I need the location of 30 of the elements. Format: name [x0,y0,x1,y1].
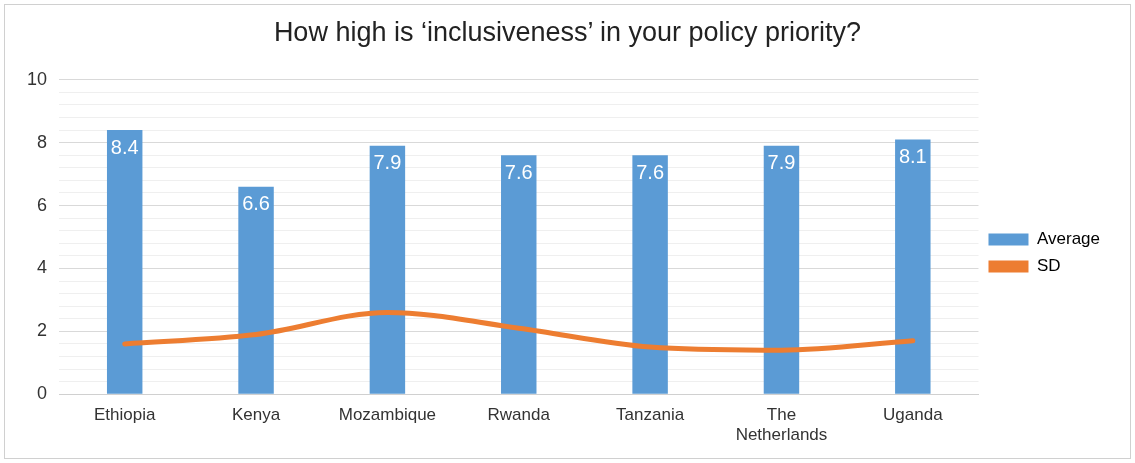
bar [238,186,274,394]
data-label: 7.9 [373,151,402,174]
data-label: 8.1 [898,145,927,168]
legend-label: SD [1036,256,1061,276]
bar [369,145,406,394]
y-tick-label: 4 [37,257,48,278]
bar [763,145,800,394]
y-tick-label: 0 [37,383,48,404]
bar [501,155,537,394]
x-tick-label: Mozambique [338,405,437,425]
y-tick-label: 2 [37,320,48,341]
y-tick-label: 8 [37,131,48,152]
bar [632,155,668,394]
x-tick-label: The Netherlands [735,405,828,445]
data-label: 7.6 [636,160,665,183]
bar [106,130,143,394]
y-tick-label: 10 [26,68,48,89]
x-tick-label: Rwanda [487,405,551,425]
data-label: 7.9 [767,151,796,174]
bar [895,139,931,394]
x-tick-label: Ethiopia [93,405,156,425]
x-tick-label: Kenya [231,405,281,425]
x-tick-label: Tanzania [616,405,685,425]
x-tick-label: Uganda [883,405,944,425]
data-label: 6.6 [242,192,270,215]
data-label: 7.6 [504,160,533,183]
data-label: 8.4 [110,135,139,158]
chart-title: How high is ‘inclusiveness’ in your policy priority? [272,17,863,49]
y-tick-label: 6 [37,194,48,215]
legend-label: Average [1036,229,1100,249]
